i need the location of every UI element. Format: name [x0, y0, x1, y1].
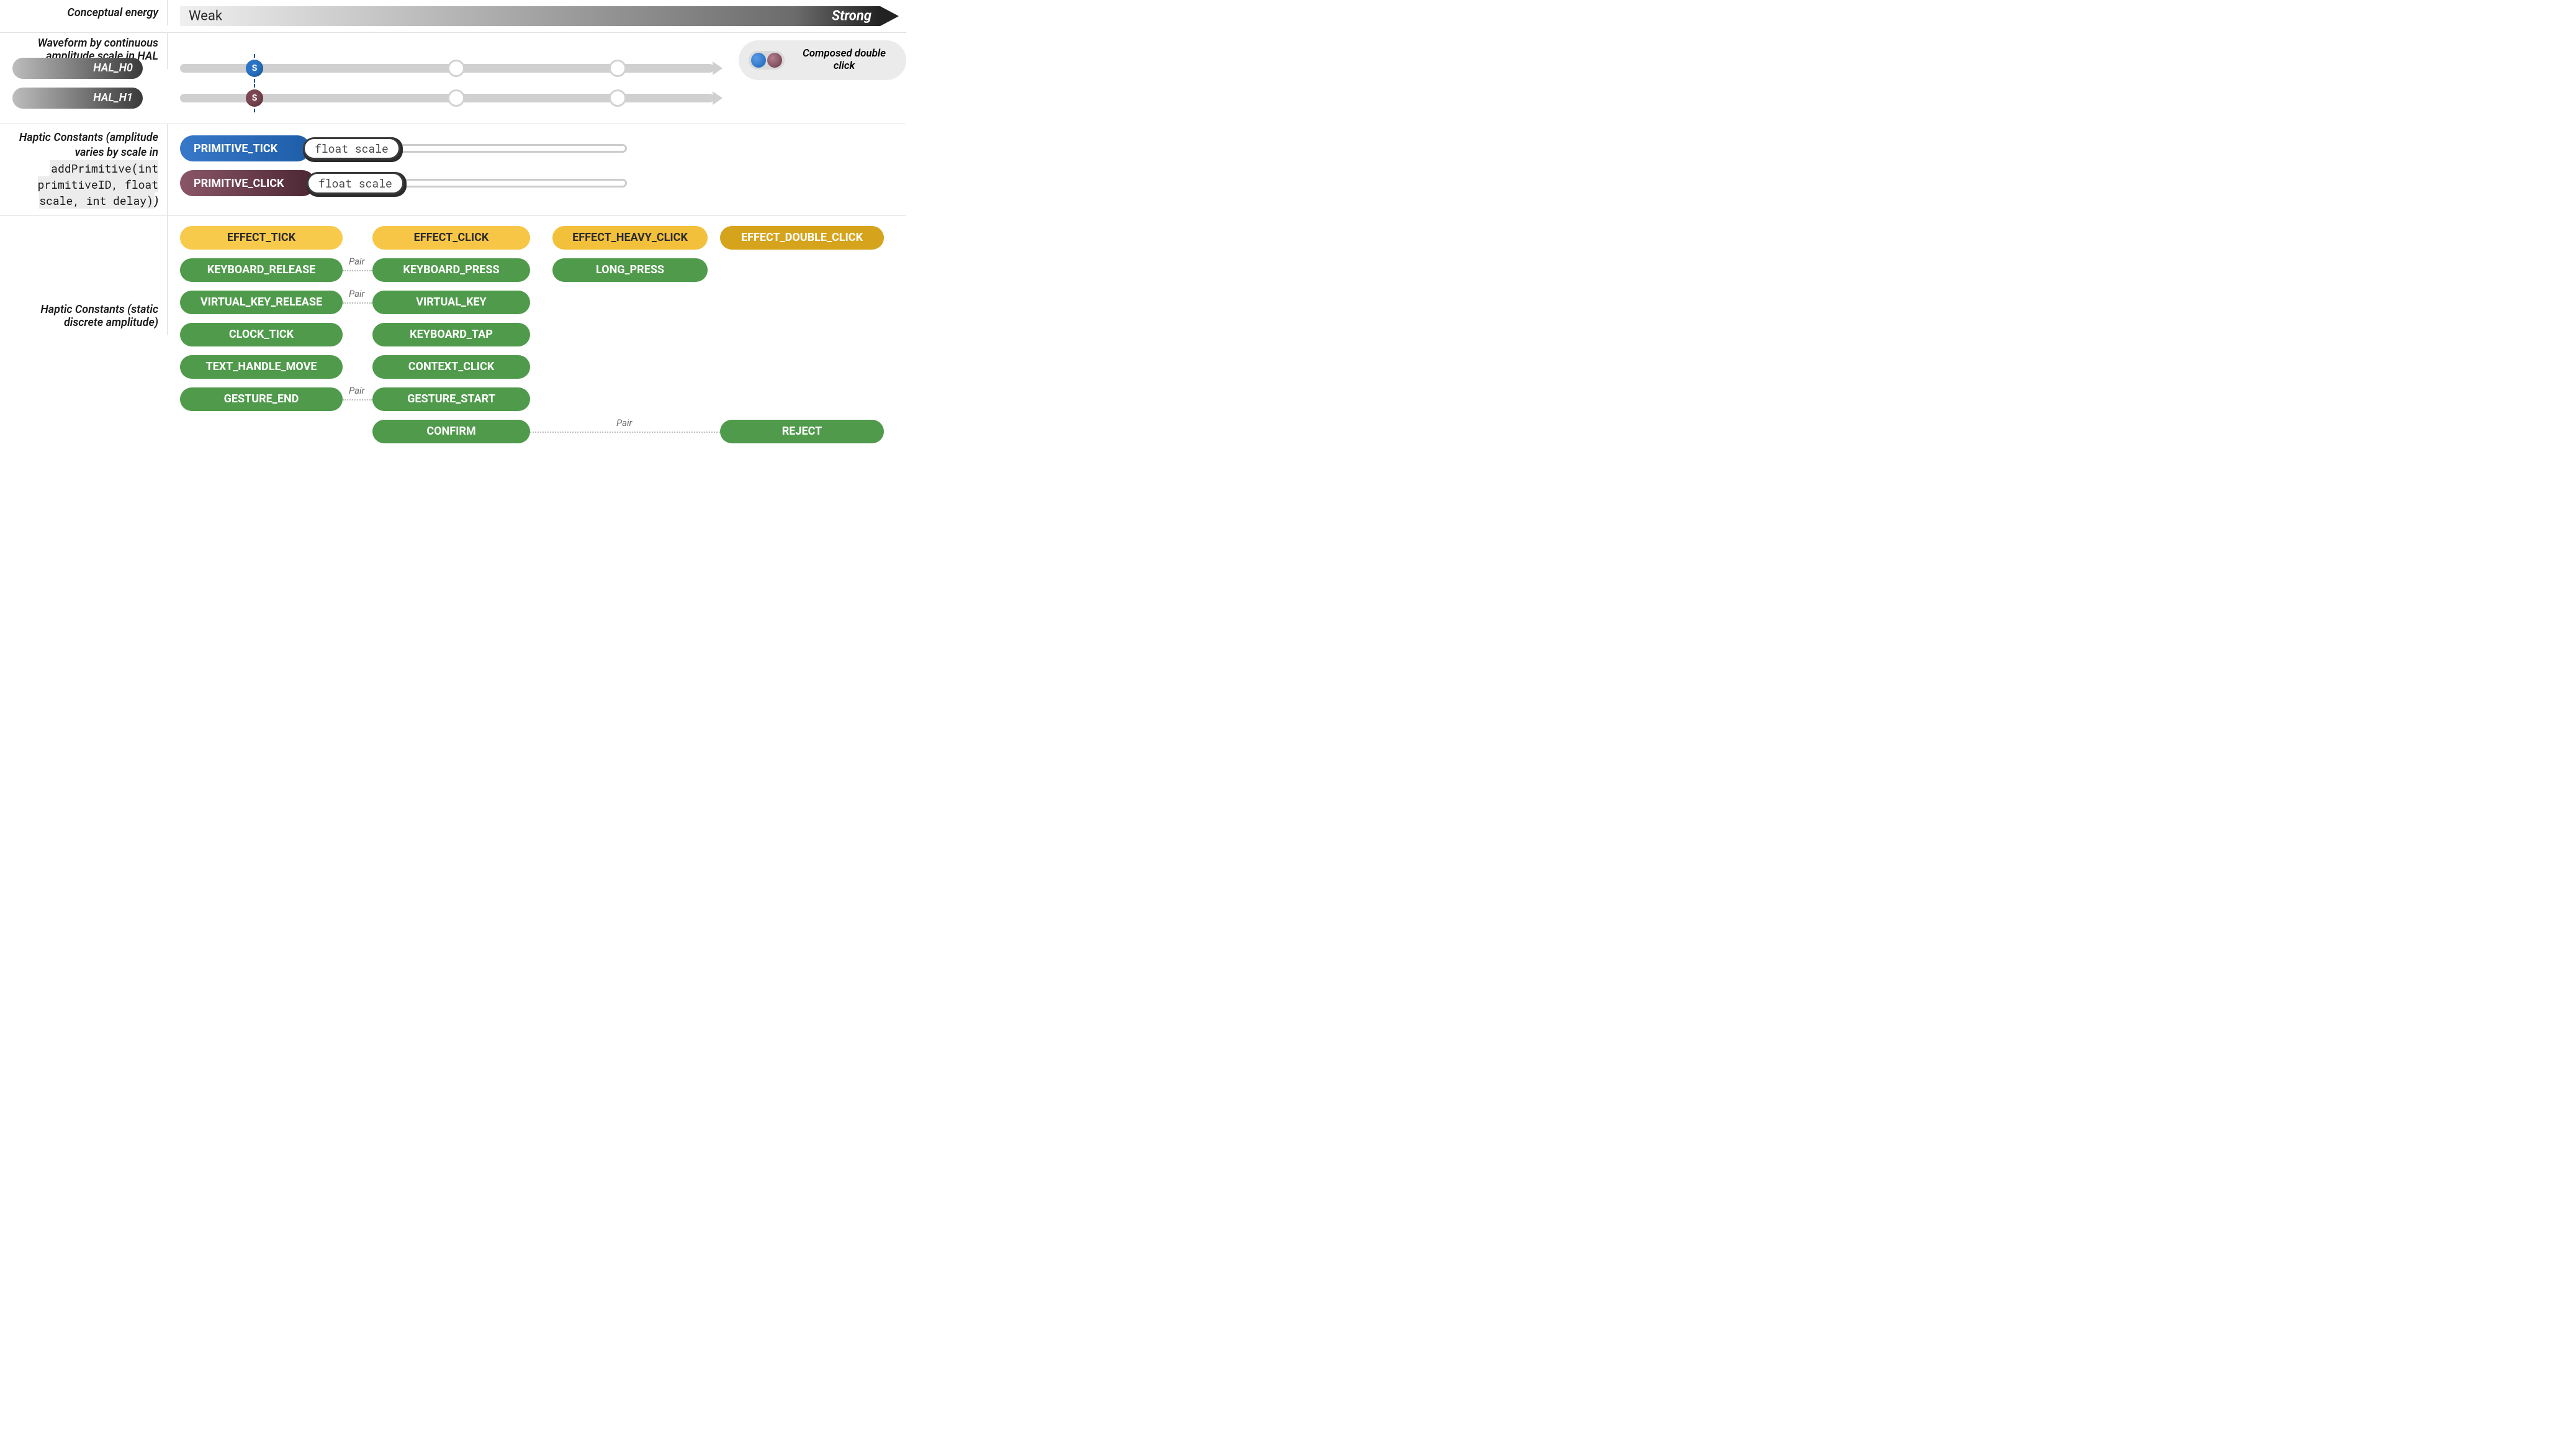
- primitive-float-scale: float scale: [307, 172, 404, 194]
- haptic-constant-chip: CONTEXT_CLICK: [372, 355, 530, 379]
- pair-line-icon: [343, 270, 372, 271]
- pair-label: Pair: [616, 417, 632, 428]
- haptic-constant-chip: GESTURE_END: [180, 387, 343, 411]
- composed-dot-maroon-icon: [767, 53, 782, 68]
- chip-row: TEXT_HANDLE_MOVE CONTEXT_CLICK: [180, 355, 899, 382]
- row1-label: Conceptual energy: [0, 0, 168, 25]
- row3-content: PRIMITIVE_TICKfloat scalePRIMITIVE_CLICK…: [168, 124, 906, 209]
- haptic-constant-chip: GESTURE_START: [372, 387, 530, 411]
- composed-double-click: Composed double click: [739, 40, 906, 80]
- row1-content: Weak Strong: [168, 0, 906, 32]
- diagram-root: Conceptual energy Weak Strong Waveform b…: [0, 0, 906, 458]
- haptic-constant-chip: LONG_PRESS: [552, 258, 708, 282]
- row3-label-code: addPrimitive(int primitiveID, float scal…: [38, 160, 158, 209]
- chip-row: Pair VIRTUAL_KEY_RELEASE VIRTUAL_KEY: [180, 291, 899, 318]
- hal-open-circle-icon: [609, 60, 626, 77]
- chip-row: Pair GESTURE_END GESTURE_START: [180, 387, 899, 415]
- energy-gradient: [180, 6, 880, 26]
- haptic-constant-chip: TEXT_HANDLE_MOVE: [180, 355, 343, 379]
- hal-open-circle-icon: [609, 89, 626, 107]
- haptic-constant-chip: EFFECT_HEAVY_CLICK: [552, 226, 708, 250]
- pair-label: Pair: [349, 256, 364, 267]
- chip-row: EFFECT_TICK EFFECT_CLICK EFFECT_HEAVY_CLIC…: [180, 226, 899, 253]
- pair-line-icon: [343, 302, 372, 304]
- composed-label: Composed double click: [791, 48, 898, 72]
- haptic-constant-chip: KEYBOARD_RELEASE: [180, 258, 343, 282]
- haptic-constant-chip: VIRTUAL_KEY: [372, 291, 530, 314]
- haptic-constant-chip: EFFECT_TICK: [180, 226, 343, 250]
- row-conceptual-energy: Conceptual energy Weak Strong: [0, 0, 906, 33]
- chip-row: Pair CONFIRM REJECT: [180, 420, 899, 447]
- pair-label: Pair: [349, 288, 364, 299]
- haptic-constant-chip: EFFECT_CLICK: [372, 226, 530, 250]
- primitive-float-scale: float scale: [303, 137, 400, 160]
- hal-open-circle-icon: [448, 60, 465, 77]
- haptic-constant-chip: KEYBOARD_TAP: [372, 323, 530, 346]
- row-static-constants: Haptic Constants (static discrete amplit…: [0, 216, 906, 458]
- primitive-pill: PRIMITIVE_CLICK: [180, 170, 315, 196]
- energy-scale: Weak Strong: [180, 6, 899, 26]
- haptic-constant-chip: VIRTUAL_KEY_RELEASE: [180, 291, 343, 314]
- hal-label: HAL_H0: [12, 58, 143, 79]
- chip-row: Pair KEYBOARD_RELEASE KEYBOARD_PRESS LONG_P…: [180, 258, 899, 286]
- pair-line-icon: [343, 399, 372, 400]
- haptic-constant-chip: CLOCK_TICK: [180, 323, 343, 346]
- hal-label: HAL_H1: [12, 88, 143, 109]
- primitive-row-0: PRIMITIVE_TICKfloat scale: [180, 135, 899, 161]
- pair-label: Pair: [349, 385, 364, 396]
- hal-arrowhead-icon: [713, 91, 723, 105]
- composed-dots-icon: [749, 51, 785, 70]
- energy-strong-label: Strong: [832, 9, 871, 24]
- haptic-constant-chip: EFFECT_DOUBLE_CLICK: [720, 226, 884, 250]
- composed-dot-blue-icon: [751, 53, 766, 68]
- row2-content: HAL_H0SHAL_H1S Composed double click: [168, 33, 906, 124]
- pair-line-icon: [530, 432, 720, 433]
- haptic-constant-chip: CONFIRM: [372, 420, 530, 443]
- row4-content: EFFECT_TICK EFFECT_CLICK EFFECT_HEAVY_CLIC…: [168, 216, 906, 458]
- chip-row: CLOCK_TICK KEYBOARD_TAP: [180, 323, 899, 350]
- hal-open-circle-icon: [448, 89, 465, 107]
- energy-weak-label: Weak: [189, 9, 222, 24]
- row3-label: Haptic Constants (amplitude varies by sc…: [0, 124, 168, 215]
- energy-arrowhead-icon: [880, 6, 899, 26]
- haptic-constant-chip: KEYBOARD_PRESS: [372, 258, 530, 282]
- hal-arrowhead-icon: [713, 61, 723, 75]
- haptic-constant-chip: REJECT: [720, 420, 884, 443]
- row4-label: Haptic Constants (static discrete amplit…: [0, 216, 168, 335]
- hal-s-dot: S: [246, 89, 263, 107]
- hal-bar-1: HAL_H1S: [180, 88, 899, 109]
- row-primitives: Haptic Constants (amplitude varies by sc…: [0, 124, 906, 216]
- primitive-pill: PRIMITIVE_TICK: [180, 135, 310, 161]
- hal-s-dot: S: [246, 60, 263, 77]
- primitive-row-1: PRIMITIVE_CLICKfloat scale: [180, 170, 899, 196]
- row3-label-post: ): [155, 195, 158, 208]
- row-waveform: Waveform by continuous amplitude scale i…: [0, 33, 906, 124]
- row3-label-pre: Haptic Constants (amplitude varies by sc…: [19, 131, 158, 159]
